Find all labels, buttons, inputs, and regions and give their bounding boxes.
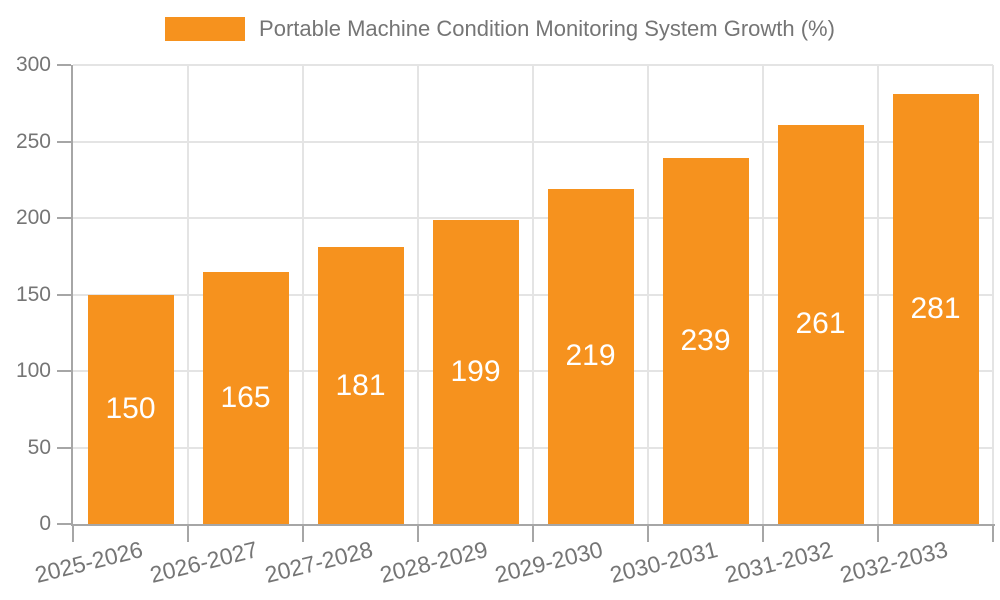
- x-axis-label: 2030-2031: [606, 536, 720, 588]
- y-axis-label: 250: [15, 129, 51, 153]
- bar[interactable]: 181: [317, 247, 404, 524]
- plot-area: 0 50 100 150 200 250 300 150 165 181 199 219 239 261 2…: [16, 53, 995, 588]
- bar[interactable]: 239: [662, 158, 749, 524]
- x-axis-tick: [302, 526, 304, 542]
- y-axis-tick: [57, 140, 71, 143]
- v-gridline: [762, 65, 764, 524]
- y-axis-label: 50: [27, 435, 51, 459]
- legend[interactable]: Portable Machine Condition Monitoring Sy…: [0, 16, 1000, 42]
- v-gridline: [532, 65, 534, 524]
- y-axis-tick: [57, 64, 71, 66]
- y-axis-label: 200: [15, 206, 51, 229]
- x-axis-label: 2029-2030: [491, 536, 605, 588]
- bar[interactable]: 165: [202, 271, 289, 524]
- bar-value-label: 181: [335, 368, 386, 402]
- v-gridline: [417, 65, 419, 524]
- legend-swatch-icon: [165, 17, 246, 41]
- x-axis-tick: [877, 526, 879, 542]
- x-axis-tick: [72, 526, 74, 542]
- bar-value-label: 261: [795, 307, 846, 341]
- bar[interactable]: 281: [892, 94, 979, 524]
- x-axis-tick: [647, 526, 649, 542]
- v-gridline: [302, 65, 304, 524]
- x-axis-tick: [417, 526, 419, 542]
- x-axis-tick: [762, 526, 764, 542]
- x-axis-label: 2032-2033: [836, 536, 950, 588]
- x-axis-label: 2031-2032: [721, 536, 835, 588]
- v-gridline: [187, 65, 189, 524]
- x-axis-tick: [992, 526, 994, 542]
- y-axis-label: 300: [15, 53, 51, 76]
- y-axis-tick: [57, 217, 71, 219]
- x-axis-label: 2027-2028: [261, 536, 375, 588]
- legend-label: Portable Machine Condition Monitoring Sy…: [259, 16, 835, 41]
- y-axis-tick: [57, 523, 71, 525]
- x-axis-line: [71, 524, 995, 526]
- x-axis-tick: [532, 526, 534, 542]
- bar-value-label: 199: [450, 354, 501, 388]
- x-axis-label: 2026-2027: [146, 536, 260, 588]
- bar-value-label: 281: [910, 292, 961, 326]
- bar-value-label: 150: [105, 392, 156, 426]
- x-axis-label: 2025-2026: [31, 536, 145, 588]
- v-gridline: [877, 65, 879, 524]
- v-gridline: [992, 65, 994, 524]
- bar[interactable]: 261: [777, 124, 864, 524]
- y-axis-label: 100: [15, 359, 51, 382]
- y-axis-tick: [57, 370, 71, 372]
- y-axis-line: [71, 65, 73, 526]
- bar-value-label: 219: [565, 339, 616, 373]
- y-axis-label: 150: [15, 282, 51, 306]
- v-gridline: [647, 65, 649, 524]
- y-axis-label: 0: [39, 512, 51, 535]
- y-axis-tick: [57, 446, 71, 449]
- bar[interactable]: 219: [547, 188, 634, 524]
- bar-value-label: 165: [220, 380, 271, 414]
- bar[interactable]: 199: [432, 219, 519, 524]
- x-axis-tick: [187, 526, 189, 542]
- bar[interactable]: 150: [87, 294, 174, 524]
- y-axis-tick: [57, 293, 71, 296]
- x-axis-label: 2028-2029: [376, 536, 490, 588]
- bar-value-label: 239: [680, 324, 731, 358]
